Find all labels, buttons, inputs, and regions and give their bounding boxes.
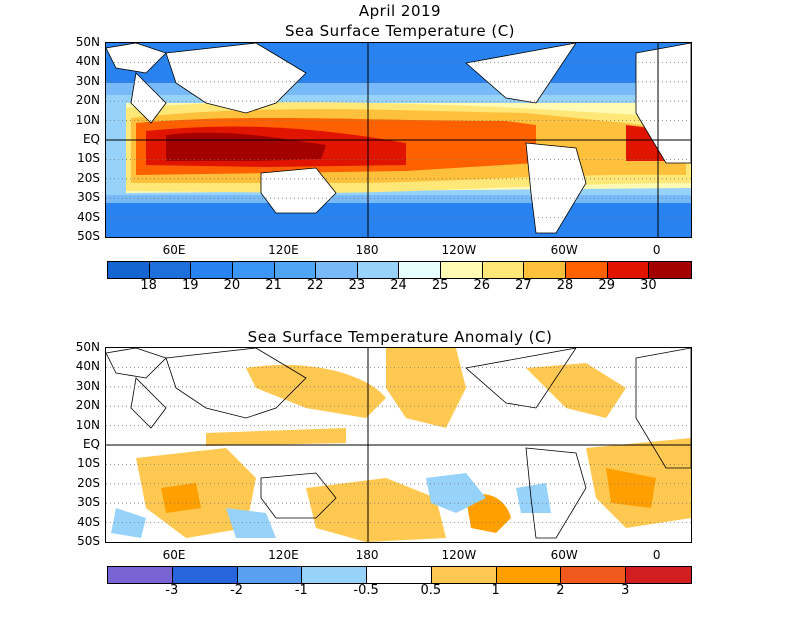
latitude-label: 20N [75, 93, 100, 108]
sst-map [105, 42, 692, 238]
longitude-label: 120W [441, 243, 477, 257]
colorbar-swatch [237, 567, 303, 583]
colorbar-swatch [441, 262, 483, 278]
colorbar-swatch [191, 262, 233, 278]
land-south-america [525, 142, 587, 234]
latitude-label: 10N [75, 417, 100, 432]
latitude-label: 50S [77, 534, 100, 548]
colorbar-swatch [482, 262, 525, 278]
colorbar-swatch [232, 262, 275, 278]
colorbar-label: -2 [230, 583, 244, 598]
colorbar-label: 1 [491, 583, 500, 598]
latitude-label: 30N [75, 378, 100, 393]
sst-panel-title: Sea Surface Temperature (C) [284, 22, 516, 40]
colorbar-label: 18 [140, 278, 157, 293]
colorbar-swatch [399, 262, 442, 278]
latitude-label: EQ [82, 132, 100, 146]
colorbar-label: 23 [348, 278, 366, 293]
colorbar-label: 30 [640, 278, 657, 293]
anomaly-colorbar [107, 566, 692, 584]
longitude-label: 60E [162, 548, 186, 562]
colorbar-label: 19 [182, 278, 199, 293]
longitude-label: 180 [355, 548, 379, 562]
land-arabia [130, 72, 167, 124]
longitude-label: 120W [441, 548, 477, 562]
longitude-label: 60W [550, 548, 578, 562]
colorbar-label: 24 [390, 278, 407, 293]
latitude-label: 20N [75, 398, 100, 413]
latitude-label: 30S [77, 190, 100, 205]
latitude-label: 30S [77, 495, 100, 510]
longitude-label: 120E [268, 243, 299, 257]
latitude-label: 50S [77, 229, 100, 243]
colorbar-swatch [367, 567, 432, 583]
colorbar-swatch [108, 262, 150, 278]
anomaly-map [105, 347, 692, 543]
colorbar-label: 29 [598, 278, 615, 293]
sst-gridlines [106, 61, 691, 219]
colorbar-swatch [496, 567, 562, 583]
colorbar-swatch [357, 262, 400, 278]
latitude-label: 20S [77, 170, 100, 185]
latitude-label: 40S [77, 209, 100, 224]
sst-field [106, 43, 691, 237]
colorbar-swatch [149, 262, 192, 278]
colorbar-swatch [649, 262, 691, 278]
latitude-label: 40S [77, 514, 100, 529]
colorbar-label: 22 [306, 278, 324, 293]
latitude-label: EQ [82, 437, 100, 451]
anomaly-positive-regions [136, 348, 691, 542]
colorbar-swatch [316, 262, 358, 278]
colorbar-label: -3 [165, 583, 179, 598]
colorbar-swatch [607, 262, 650, 278]
latitude-label: 50N [75, 340, 100, 354]
colorbar-label: 3 [621, 583, 630, 598]
colorbar-label: 28 [556, 278, 574, 293]
figure-title: April 2019 [358, 2, 442, 20]
colorbar-swatch [626, 567, 691, 583]
land-asia [165, 43, 307, 114]
anomaly-panel-title: Sea Surface Temperature Anomaly (C) [247, 328, 553, 346]
colorbar-label: 25 [431, 278, 449, 293]
anomaly-strong-positive [161, 468, 656, 533]
anomaly-coastlines [106, 348, 691, 539]
latitude-label: 50N [75, 35, 100, 49]
latitude-label: 40N [75, 54, 100, 69]
colorbar-swatch [274, 262, 317, 278]
colorbar-label: 26 [473, 278, 491, 293]
longitude-label: 120E [268, 548, 299, 562]
colorbar-label: 27 [515, 278, 532, 293]
colorbar-label: 2 [556, 583, 565, 598]
longitude-label: 180 [355, 243, 379, 257]
longitude-label: 0 [652, 243, 661, 257]
latitude-label: 30N [75, 73, 100, 88]
land-europe-asia [106, 43, 167, 74]
colorbar-label: 21 [265, 278, 282, 293]
latitude-label: 10S [77, 456, 100, 471]
latitude-label: 10S [77, 151, 100, 166]
longitude-label: 60E [162, 243, 186, 257]
land-australia [260, 167, 337, 214]
anomaly-field [106, 348, 691, 542]
latitude-label: 10N [75, 112, 100, 127]
colorbar-label: -0.5 [353, 583, 379, 598]
colorbar-swatch [524, 262, 567, 278]
colorbar-swatch [431, 567, 497, 583]
colorbar-label: -1 [294, 583, 308, 598]
colorbar-label: 0.5 [420, 583, 442, 598]
latitude-label: 40N [75, 359, 100, 374]
colorbar-swatch [302, 567, 368, 583]
land-north-america [465, 43, 577, 104]
sst-colorbar [107, 261, 692, 279]
anomaly-gridlines [106, 366, 691, 524]
colorbar-swatch [108, 567, 173, 583]
latitude-label: 20S [77, 475, 100, 490]
colorbar-swatch [566, 262, 608, 278]
land-africa [635, 43, 691, 164]
longitude-label: 0 [652, 548, 661, 562]
colorbar-swatch [172, 567, 238, 583]
colorbar-label: 20 [223, 278, 241, 293]
longitude-label: 60W [550, 243, 578, 257]
colorbar-swatch [561, 567, 627, 583]
